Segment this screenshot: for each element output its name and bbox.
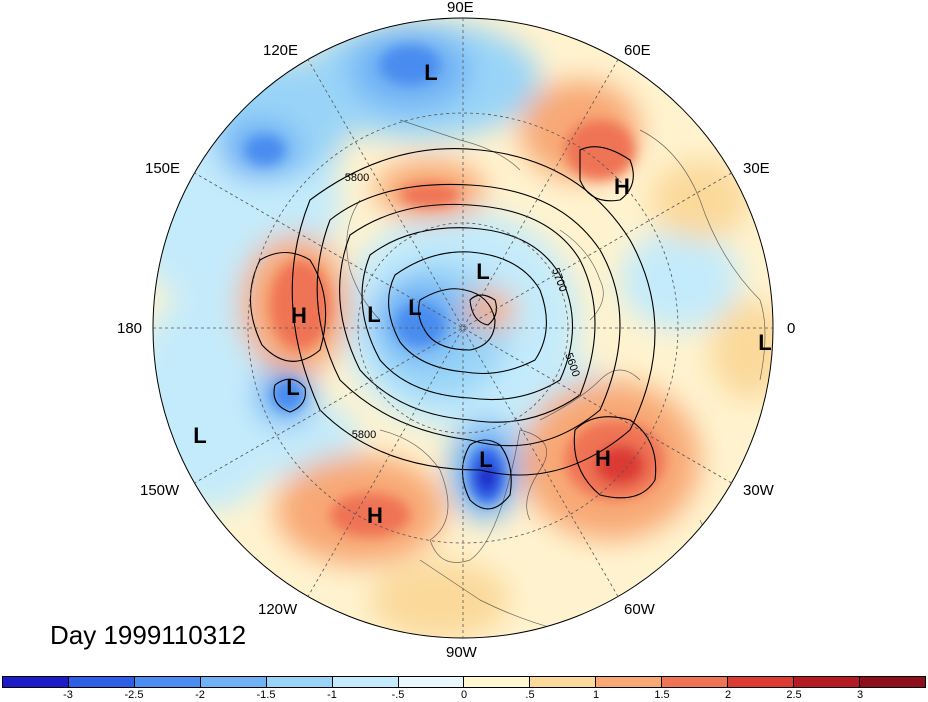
low-center: L [408, 295, 422, 320]
low-center: L [193, 423, 207, 448]
lon-label-60e: 60E [624, 42, 651, 59]
colorbar-swatch [728, 677, 795, 687]
colorbar-swatch [398, 677, 465, 687]
colorbar-tick-label: -2 [195, 689, 205, 701]
colorbar-tick-label: 2 [724, 689, 732, 701]
anomaly-field [153, 18, 773, 638]
low-center: L [479, 447, 493, 472]
colorbar-swatch [662, 677, 729, 687]
colorbar-swatch [530, 677, 597, 687]
colorbar-swatch [596, 677, 663, 687]
lon-label-60w: 60W [624, 601, 655, 618]
colorbar [2, 676, 926, 688]
high-center: H [367, 503, 383, 528]
lon-label-120w: 120W [258, 601, 298, 618]
map-title: Day 1999110312 [50, 620, 247, 650]
colorbar-tick-label: 2.5 [786, 689, 802, 701]
colorbar-swatch [134, 677, 201, 687]
colorbar-tick-label: 1.5 [654, 689, 670, 701]
lon-label-90e: 90E [447, 0, 474, 16]
colorbar-tick-label: -.5 [391, 689, 405, 701]
contour-label: 5800 [344, 172, 370, 184]
lon-label-180: 180 [117, 320, 143, 337]
lon-label-120e: 120E [263, 42, 299, 59]
colorbar-swatch [332, 677, 399, 687]
colorbar-swatch [200, 677, 267, 687]
graticule [152, 17, 774, 639]
high-center: H [595, 446, 611, 471]
lon-label-30e: 30E [743, 160, 770, 177]
colorbar-tick-label: 1 [592, 689, 600, 701]
colorbar-swatch [266, 677, 333, 687]
colorbar-swatch [68, 677, 135, 687]
high-center: H [614, 174, 630, 199]
low-center: L [286, 375, 300, 400]
lon-label-90w: 90W [446, 644, 477, 661]
colorbar-tick-label: -2.5 [124, 689, 144, 701]
colorbar-swatch [464, 677, 531, 687]
colorbar-tick-label: -3 [63, 689, 73, 701]
lon-label-150e: 150E [145, 160, 181, 177]
colorbar-tick-label: 0 [460, 689, 468, 701]
colorbar-swatch [794, 677, 860, 687]
colorbar-swatch [859, 677, 925, 687]
colorbar-tick-label: 3 [856, 689, 864, 701]
low-center: L [476, 259, 490, 284]
lon-label-0: 0 [787, 320, 796, 337]
low-center: L [758, 330, 772, 355]
colorbar-tick-label: .5 [525, 689, 535, 701]
lon-label-30w: 30W [743, 482, 774, 499]
low-center: L [424, 60, 438, 85]
colorbar-tick-label: -1.5 [256, 689, 276, 701]
colorbar-swatch [3, 677, 69, 687]
low-center: L [367, 302, 381, 327]
colorbar-tick-label: -1 [327, 689, 337, 701]
contour-label: 5800 [351, 429, 377, 441]
lon-label-150w: 150W [140, 482, 180, 499]
high-center: H [291, 303, 307, 328]
